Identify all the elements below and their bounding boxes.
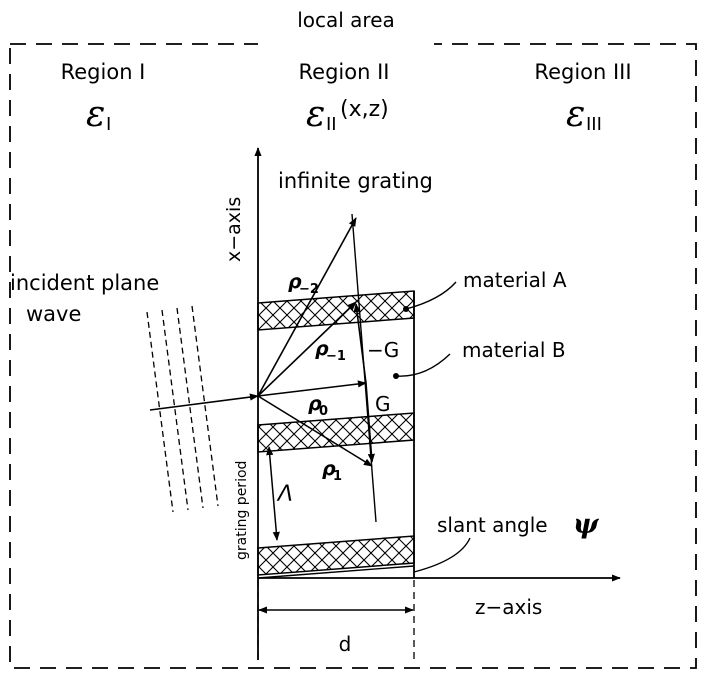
material-b-leader <box>396 354 450 376</box>
epsilon-1: ε I <box>86 94 111 135</box>
material-a-dot <box>403 306 409 312</box>
svg-text:II: II <box>326 114 337 135</box>
slant-angle-leader <box>414 538 470 572</box>
svg-text:0: 0 <box>319 404 328 419</box>
incident-label-line1: incident plane <box>10 271 159 295</box>
svg-text:III: III <box>586 114 602 135</box>
material-a-label: material A <box>463 268 567 292</box>
svg-text:ε: ε <box>566 94 585 135</box>
incident-label-line2: wave <box>26 302 81 326</box>
g-label: G <box>375 392 391 416</box>
x-axis-label: x−axis <box>223 197 245 262</box>
region-3-label: Region III <box>534 60 631 84</box>
reciprocal-line <box>352 214 376 522</box>
grating-period-label: grating period <box>234 461 250 560</box>
local-area-title: local area <box>297 8 395 32</box>
material-b-label: material B <box>462 338 566 362</box>
grating-band-middle <box>258 413 414 452</box>
rho-0-label: ρ 0 <box>308 393 328 419</box>
svg-text:(x,z): (x,z) <box>340 97 389 122</box>
slant-angle-label: slant angle <box>437 513 548 537</box>
period-arrow <box>269 447 277 540</box>
d-label: d <box>339 632 352 656</box>
svg-text:1: 1 <box>333 469 342 484</box>
minus-g-label: −G <box>367 338 399 362</box>
svg-text:I: I <box>106 114 111 135</box>
material-b-dot <box>393 373 399 379</box>
rho-minus2-label: ρ −2 <box>288 271 319 297</box>
rho-1-label: ρ 1 <box>322 458 342 484</box>
region-1-label: Region I <box>61 60 146 84</box>
local-area-frame <box>10 44 696 668</box>
grating-band-bottom <box>258 536 414 575</box>
svg-text:ε: ε <box>306 94 325 135</box>
psi-symbol: ψ <box>573 509 600 540</box>
grating-band-top <box>258 291 414 330</box>
svg-text:−1: −1 <box>326 349 346 364</box>
epsilon-2: ε II (x,z) <box>306 94 389 135</box>
rho-minus1-label: ρ −1 <box>315 338 346 364</box>
lambda-symbol: Λ <box>276 482 293 507</box>
region-2-label: Region II <box>299 60 390 84</box>
svg-text:ε: ε <box>86 94 105 135</box>
z-axis-label: z−axis <box>475 595 542 619</box>
svg-text:−2: −2 <box>299 282 319 297</box>
infinite-grating-label: infinite grating <box>278 169 433 193</box>
epsilon-3: ε III <box>566 94 602 135</box>
